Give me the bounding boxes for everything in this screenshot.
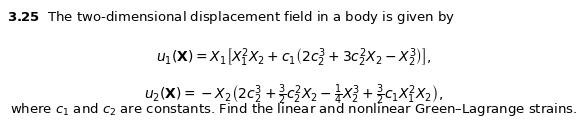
Text: $\bf{3.25}$  The two-dimensional displacement field in a body is given by: $\bf{3.25}$ The two-dimensional displace… (7, 9, 455, 26)
Text: $u_1(\mathbf{X}) = X_1\left[X_1^2X_2 + c_1\left(2c_2^3 + 3c_2^2X_2 - X_2^3\right: $u_1(\mathbf{X}) = X_1\left[X_1^2X_2 + c… (156, 47, 432, 69)
Text: where $c_1$ and $c_2$ are constants. Find the linear and nonlinear Green–Lagrang: where $c_1$ and $c_2$ are constants. Fin… (10, 101, 578, 118)
Text: $u_2(\mathbf{X}) = -X_2\left(2c_2^3 + \frac{3}{2}c_2^2X_2 - \frac{1}{4}X_2^3 + \: $u_2(\mathbf{X}) = -X_2\left(2c_2^3 + \f… (145, 83, 443, 107)
